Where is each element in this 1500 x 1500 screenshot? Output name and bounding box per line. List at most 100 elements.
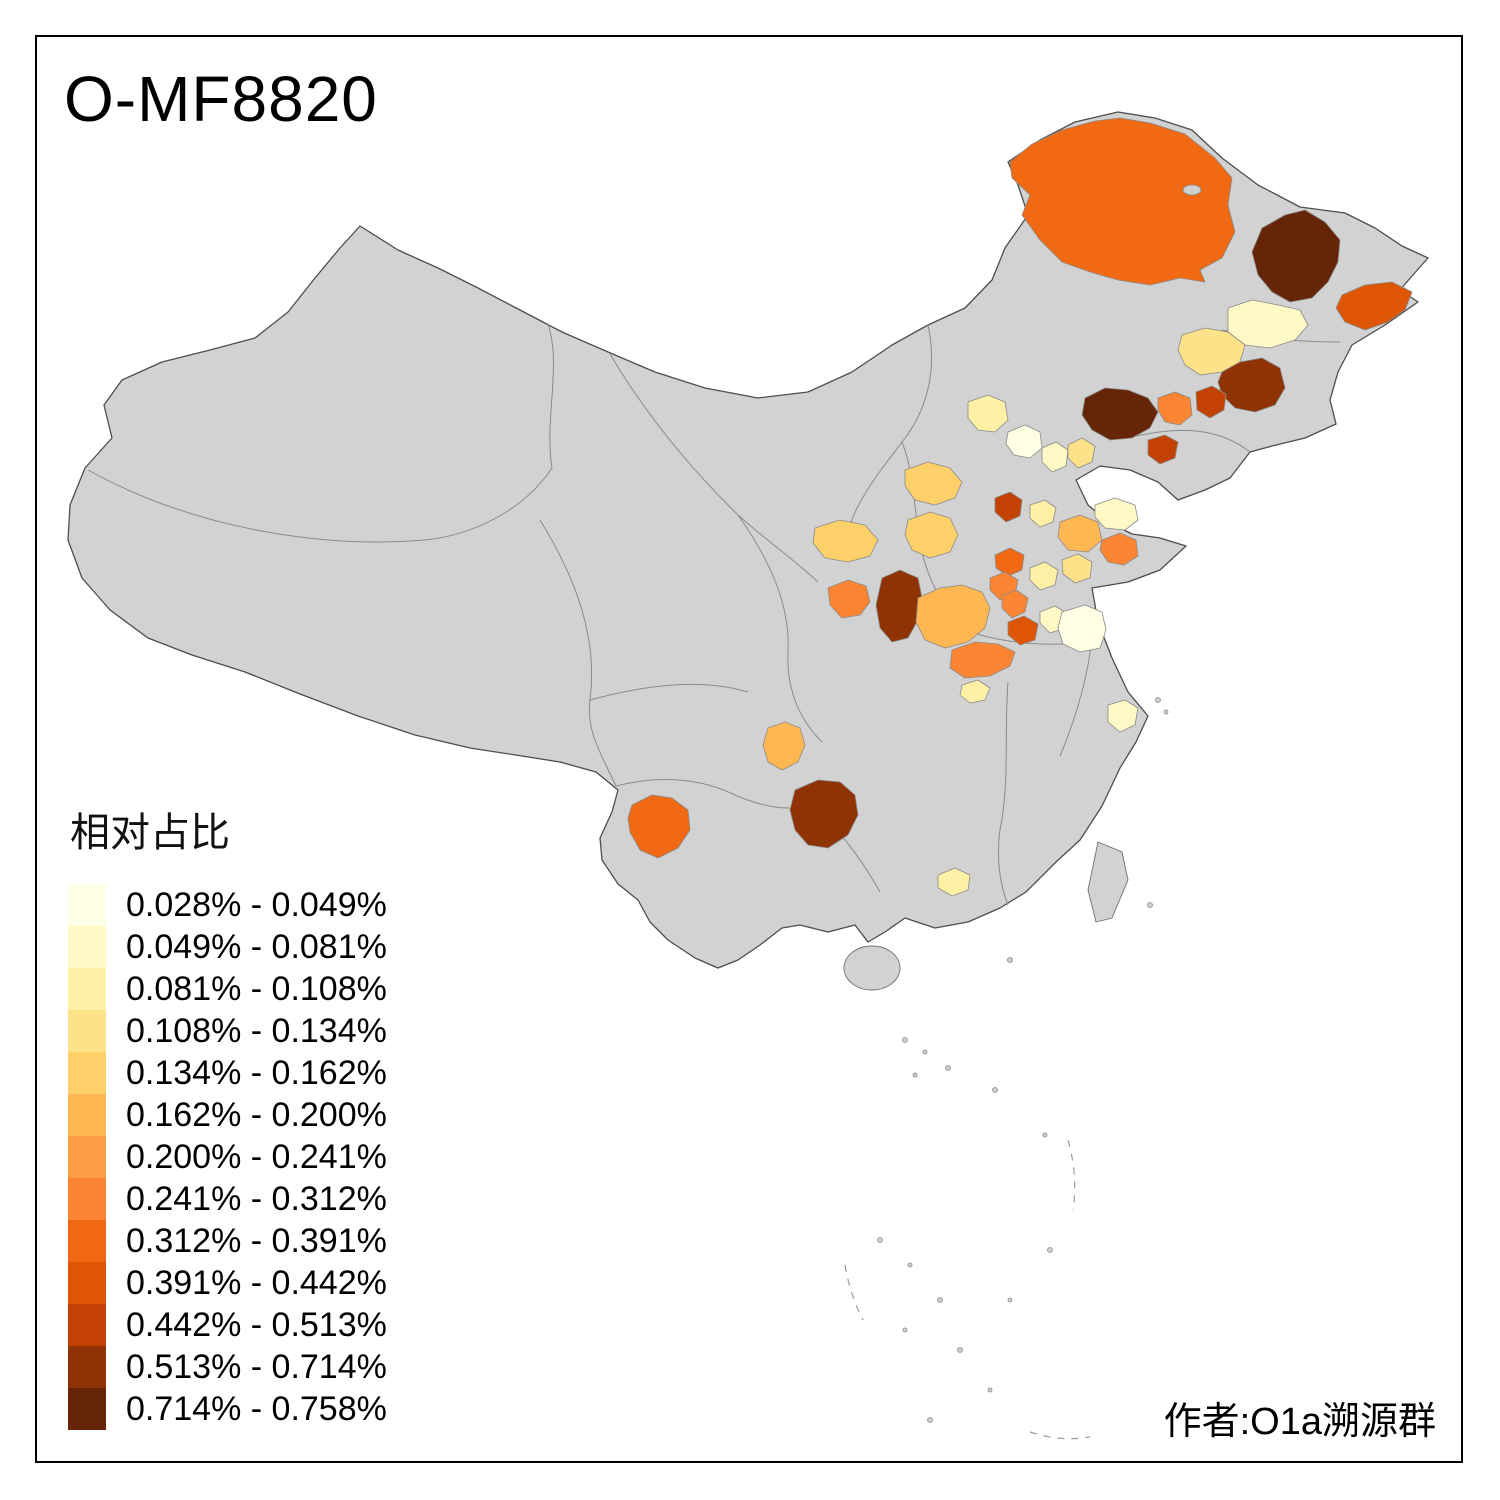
map-region bbox=[812, 519, 879, 563]
map-region bbox=[827, 579, 871, 619]
map-region bbox=[762, 721, 806, 771]
islet bbox=[1047, 1247, 1053, 1253]
map-region bbox=[904, 461, 963, 506]
islet bbox=[937, 1297, 943, 1303]
border-line bbox=[737, 514, 823, 743]
islet bbox=[1007, 1297, 1013, 1303]
border-line bbox=[539, 519, 617, 787]
legend-item: 0.714% - 0.758% bbox=[68, 1388, 387, 1430]
author-credit: 作者:O1a溯源群 bbox=[1163, 1401, 1436, 1443]
legend-item: 0.513% - 0.714% bbox=[68, 1346, 387, 1388]
sea-dash-line bbox=[1029, 1431, 1091, 1440]
legend-item: 0.081% - 0.108% bbox=[68, 968, 387, 1010]
border-line bbox=[547, 323, 555, 469]
islet bbox=[912, 1072, 918, 1078]
islet bbox=[945, 1065, 951, 1071]
islet bbox=[907, 1262, 913, 1268]
legend-label: 0.081% - 0.108% bbox=[126, 969, 387, 1008]
legend-swatch bbox=[68, 1010, 106, 1052]
legend-swatch bbox=[68, 926, 106, 968]
map-region bbox=[1005, 424, 1043, 459]
map-region bbox=[1099, 532, 1139, 566]
legend-label: 0.442% - 0.513% bbox=[126, 1305, 387, 1344]
islet bbox=[902, 1327, 908, 1333]
map-region bbox=[937, 867, 971, 897]
map-region bbox=[1057, 514, 1103, 553]
legend-item: 0.241% - 0.312% bbox=[68, 1178, 387, 1220]
islet bbox=[927, 1417, 933, 1423]
legend-label: 0.049% - 0.081% bbox=[126, 927, 387, 966]
map-region bbox=[1081, 387, 1159, 441]
map-region bbox=[904, 511, 959, 559]
legend: 相对占比 0.028% - 0.049% 0.049% - 0.081% 0.081… bbox=[68, 800, 387, 1430]
legend-label: 0.108% - 0.134% bbox=[126, 1011, 387, 1050]
islet bbox=[1007, 957, 1013, 963]
legend-item: 0.049% - 0.081% bbox=[68, 926, 387, 968]
legend-items: 0.028% - 0.049% 0.049% - 0.081% 0.081% - 0… bbox=[68, 884, 387, 1430]
legend-title: 相对占比 bbox=[70, 811, 230, 855]
lake-enclave bbox=[1182, 184, 1202, 196]
south-china-sea-islands bbox=[844, 957, 1091, 1440]
coastal-islets bbox=[1147, 697, 1169, 908]
map-region bbox=[1057, 604, 1107, 653]
islet bbox=[957, 1347, 963, 1353]
legend-label: 0.241% - 0.312% bbox=[126, 1179, 387, 1218]
legend-item: 0.134% - 0.162% bbox=[68, 1052, 387, 1094]
border-line bbox=[589, 683, 749, 701]
map-region bbox=[1157, 391, 1193, 426]
map-region bbox=[627, 794, 691, 859]
legend-swatch bbox=[68, 1388, 106, 1430]
map-region bbox=[1061, 553, 1093, 584]
legend-item: 0.200% - 0.241% bbox=[68, 1136, 387, 1178]
legend-item: 0.108% - 0.134% bbox=[68, 1010, 387, 1052]
islet bbox=[902, 1037, 908, 1043]
legend-label: 0.200% - 0.241% bbox=[126, 1137, 387, 1176]
border-line bbox=[609, 353, 819, 583]
map-region bbox=[1251, 209, 1341, 303]
map-region bbox=[1107, 699, 1139, 733]
map-region bbox=[959, 679, 991, 704]
legend-swatch bbox=[68, 1220, 106, 1262]
map-region bbox=[949, 641, 1016, 679]
legend-swatch bbox=[68, 1304, 106, 1346]
legend-swatch bbox=[68, 1178, 106, 1220]
legend-swatch bbox=[68, 1052, 106, 1094]
legend-swatch bbox=[68, 1094, 106, 1136]
legend-label: 0.714% - 0.758% bbox=[126, 1389, 387, 1428]
legend-label: 0.391% - 0.442% bbox=[126, 1263, 387, 1302]
legend-label: 0.312% - 0.391% bbox=[126, 1221, 387, 1260]
mainland-outline bbox=[67, 111, 1429, 969]
legend-swatch bbox=[68, 968, 106, 1010]
map-region bbox=[1094, 497, 1139, 531]
legend-item: 0.391% - 0.442% bbox=[68, 1262, 387, 1304]
map-region bbox=[1335, 281, 1413, 331]
legend-swatch bbox=[68, 1262, 106, 1304]
legend-item: 0.312% - 0.391% bbox=[68, 1220, 387, 1262]
islet bbox=[1147, 902, 1153, 908]
map-region bbox=[915, 584, 991, 649]
border-line bbox=[1059, 635, 1093, 757]
page-title: O-MF8820 bbox=[64, 63, 378, 135]
legend-label: 0.134% - 0.162% bbox=[126, 1053, 387, 1092]
islet bbox=[987, 1387, 993, 1393]
map-region bbox=[1029, 561, 1059, 591]
islet bbox=[1155, 697, 1161, 703]
legend-swatch bbox=[68, 1136, 106, 1178]
legend-swatch bbox=[68, 1346, 106, 1388]
map-region bbox=[994, 491, 1023, 523]
map-region bbox=[1041, 441, 1069, 473]
map-region bbox=[875, 569, 923, 643]
hainan-island bbox=[843, 945, 901, 991]
islet bbox=[922, 1049, 928, 1055]
taiwan-island bbox=[1087, 841, 1129, 923]
map-region bbox=[1067, 437, 1096, 469]
border-line bbox=[997, 681, 1009, 906]
map-region bbox=[1029, 499, 1057, 528]
legend-label: 0.162% - 0.200% bbox=[126, 1095, 387, 1134]
legend-swatch bbox=[68, 884, 106, 926]
border-line bbox=[849, 324, 933, 526]
map-region bbox=[1009, 117, 1236, 286]
border-line bbox=[1135, 429, 1251, 453]
legend-label: 0.513% - 0.714% bbox=[126, 1347, 387, 1386]
